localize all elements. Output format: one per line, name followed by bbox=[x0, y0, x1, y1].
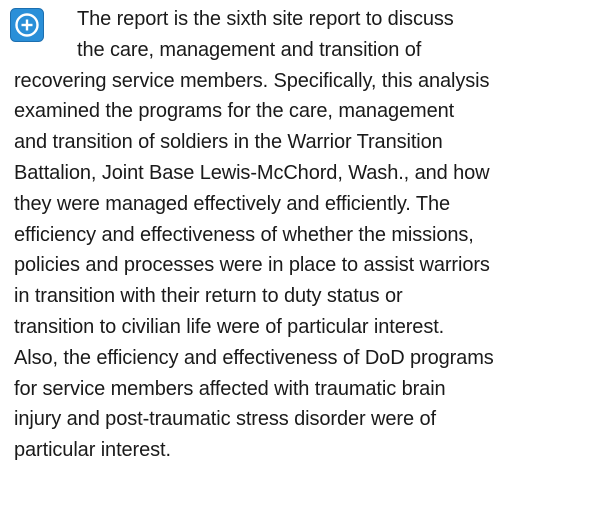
text-line: Battalion, Joint Base Lewis-McChord, Was… bbox=[14, 161, 490, 184]
text-line: policies and processes were in place to … bbox=[14, 254, 490, 277]
text-line: Also, the efficiency and effectiveness o… bbox=[14, 346, 494, 369]
expand-icon[interactable] bbox=[10, 8, 44, 42]
text-line: injury and post-traumatic stress disorde… bbox=[14, 408, 436, 431]
text-line: recovering service members. Specifically… bbox=[14, 69, 490, 92]
paragraph: The report is the sixth site report to d… bbox=[14, 4, 600, 466]
text-line: and transition of soldiers in the Warrio… bbox=[14, 131, 443, 154]
text-line: in transition with their return to duty … bbox=[14, 285, 403, 308]
text-line: efficiency and effectiveness of whether … bbox=[14, 223, 474, 246]
text-line: particular interest. bbox=[14, 439, 171, 462]
text-line: transition to civilian life were of part… bbox=[14, 315, 445, 338]
text-line: the care, management and transition of bbox=[77, 38, 422, 61]
text-line: The report is the sixth site report to d… bbox=[77, 8, 454, 30]
text-line: they were managed effectively and effici… bbox=[14, 192, 451, 215]
text-line: for service members affected with trauma… bbox=[14, 377, 446, 400]
text-line: examined the programs for the care, mana… bbox=[14, 100, 455, 123]
